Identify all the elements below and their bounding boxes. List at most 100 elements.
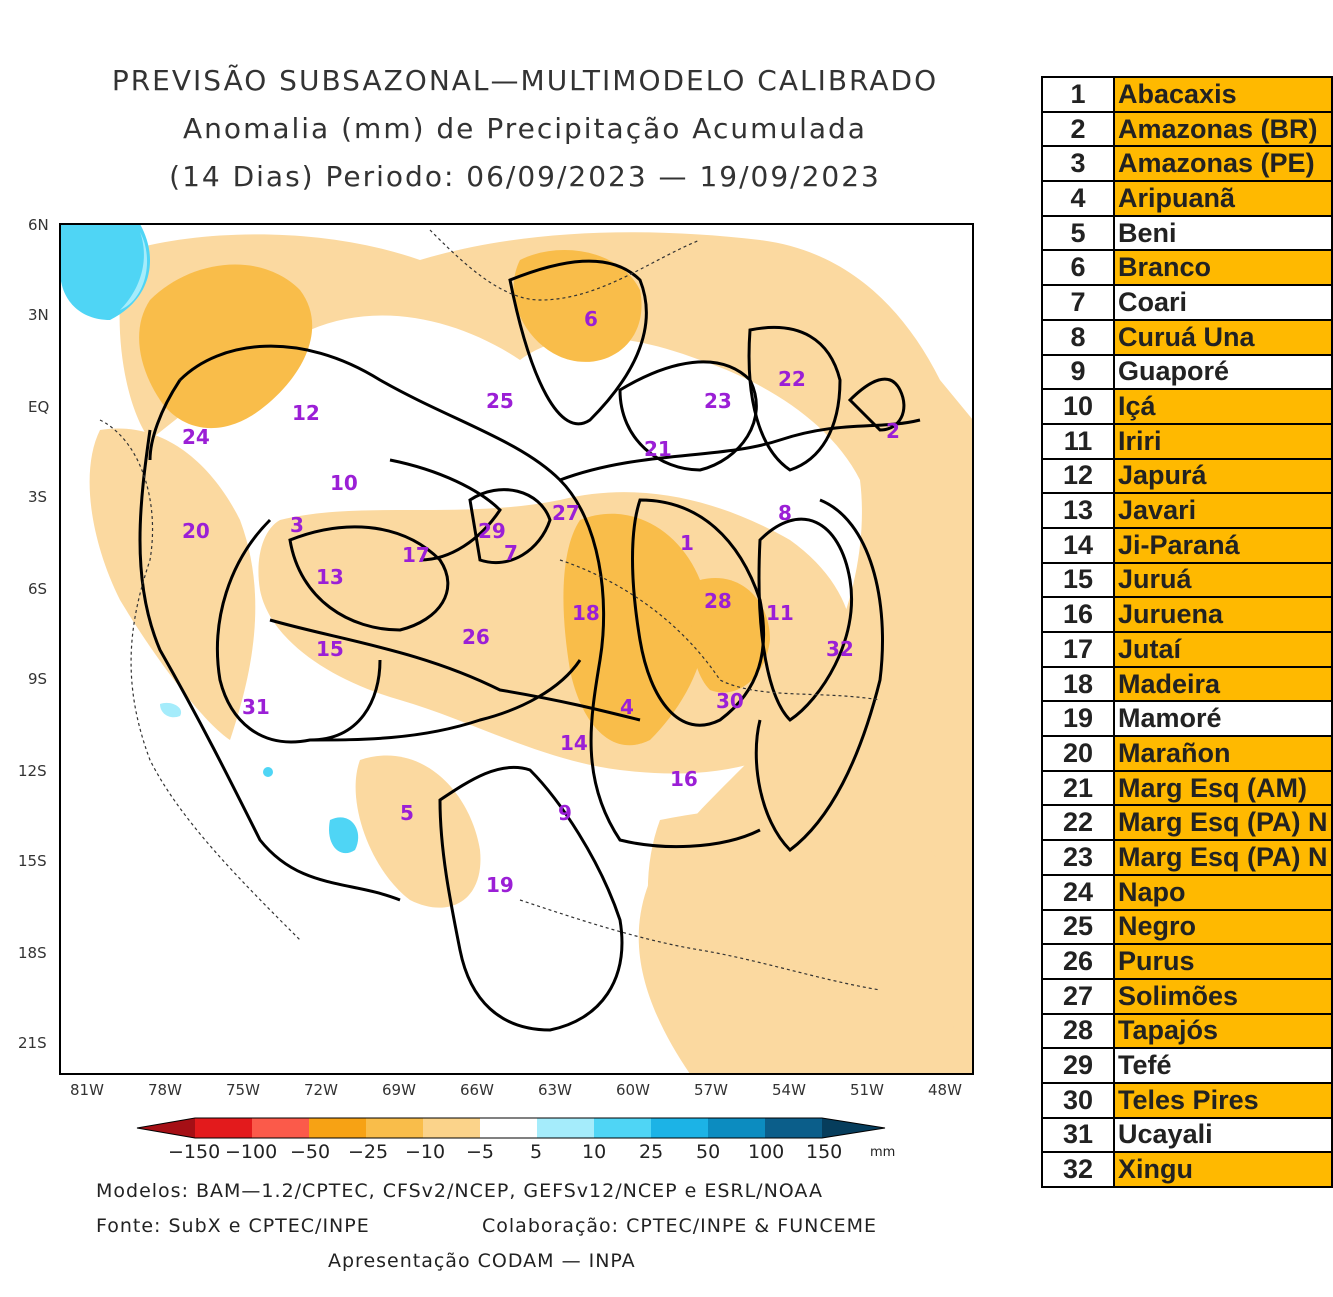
basin-number: 5 — [1041, 214, 1116, 252]
basin-name: Branco — [1113, 249, 1333, 287]
basin-number: 14 — [1041, 526, 1116, 564]
legend-label: −10 — [405, 1141, 445, 1163]
basin-marker-13: 13 — [316, 565, 344, 589]
basin-name: Içá — [1113, 388, 1333, 425]
basin-marker-6: 6 — [584, 307, 598, 331]
basin-row: 8 Curuá Una — [1041, 318, 1333, 356]
lat-label: 15S — [18, 852, 47, 870]
basin-name: Napo — [1113, 873, 1333, 911]
legend-label: 10 — [582, 1141, 606, 1163]
basin-marker-1: 1 — [680, 531, 694, 555]
basin-row: 16 Juruena — [1041, 596, 1333, 633]
basin-name: Marg Esq (AM) — [1113, 769, 1333, 807]
basin-marker-12: 12 — [292, 401, 320, 425]
basin-marker-25: 25 — [486, 389, 514, 413]
basin-marker-23: 23 — [704, 389, 732, 413]
basin-row: 24 Napo — [1041, 873, 1333, 911]
basin-name: Ji-Paraná — [1113, 526, 1333, 564]
lon-label: 78W — [148, 1081, 182, 1099]
basin-row: 2 Amazonas (BR) — [1041, 110, 1333, 148]
basin-row: 11 Iriri — [1041, 422, 1333, 460]
lat-label: EQ — [28, 398, 49, 416]
basin-row: 22 Marg Esq (PA) N — [1041, 804, 1333, 842]
lon-label: 72W — [304, 1081, 338, 1099]
basin-row: 29 Tefé — [1041, 1047, 1333, 1084]
basin-table: 1 Abacaxis 2 Amazonas (BR) 3 Amazonas (PE) 4 Ar… — [1041, 76, 1333, 1188]
basin-row: 12 Japurá — [1041, 457, 1333, 495]
legend-label: −25 — [348, 1141, 388, 1163]
basin-row: 25 Negro — [1041, 908, 1333, 946]
basin-number: 27 — [1041, 977, 1116, 1015]
basin-marker-29: 29 — [478, 519, 506, 543]
basin-number: 24 — [1041, 873, 1116, 911]
basin-number: 32 — [1041, 1151, 1116, 1188]
basin-name: Ucayali — [1113, 1116, 1333, 1154]
basin-row: 19 Mamoré — [1041, 700, 1333, 738]
map-title-line3: (14 Dias) Periodo: 06/09/2023 — 19/09/20… — [169, 160, 881, 193]
basin-row: 20 Marañon — [1041, 735, 1333, 772]
basin-number: 21 — [1041, 769, 1116, 807]
basin-number: 10 — [1041, 388, 1116, 425]
basin-name: Iriri — [1113, 422, 1333, 460]
basin-number: 11 — [1041, 422, 1116, 460]
lat-label: 6S — [28, 580, 47, 598]
basin-name: Curuá Una — [1113, 318, 1333, 356]
basin-number: 20 — [1041, 735, 1116, 772]
basin-row: 5 Beni — [1041, 214, 1333, 252]
footer-models: Modelos: BAM—1.2/CPTEC, CFSv2/NCEP, GEFS… — [96, 1180, 823, 1202]
basin-name: Mamoré — [1113, 700, 1333, 738]
basin-marker-24: 24 — [182, 425, 210, 449]
legend-label: 50 — [696, 1141, 720, 1163]
basin-marker-21: 21 — [644, 437, 672, 461]
basin-row: 17 Jutaí — [1041, 631, 1333, 668]
basin-number: 6 — [1041, 249, 1116, 287]
lat-label: 3N — [28, 306, 49, 324]
lat-label: 6N — [28, 216, 49, 234]
basin-name: Jutaí — [1113, 631, 1333, 668]
basin-name: Abacaxis — [1113, 76, 1333, 113]
lat-label: 9S — [28, 670, 47, 688]
basin-number: 23 — [1041, 839, 1116, 876]
lon-label: 60W — [616, 1081, 650, 1099]
basin-name: Beni — [1113, 214, 1333, 252]
basin-name: Japurá — [1113, 457, 1333, 495]
legend-label: 100 — [748, 1141, 784, 1163]
footer-presentation: Apresentação CODAM — INPA — [328, 1250, 636, 1272]
basin-name: Aripuanã — [1113, 180, 1333, 217]
lon-label: 54W — [772, 1081, 806, 1099]
basin-marker-26: 26 — [462, 625, 490, 649]
basin-marker-14: 14 — [560, 731, 588, 755]
basin-row: 13 Javari — [1041, 492, 1333, 529]
country-borders — [99, 229, 881, 991]
basin-number: 13 — [1041, 492, 1116, 529]
basin-marker-11: 11 — [766, 601, 794, 625]
basin-marker-30: 30 — [716, 689, 744, 713]
basin-row: 28 Tapajós — [1041, 1012, 1333, 1050]
legend-label: 25 — [639, 1141, 663, 1163]
basin-row: 23 Marg Esq (PA) N — [1041, 839, 1333, 876]
basin-name: Marg Esq (PA) N — [1113, 839, 1333, 876]
basin-marker-19: 19 — [486, 873, 514, 897]
basin-number: 25 — [1041, 908, 1116, 946]
basin-row: 6 Branco — [1041, 249, 1333, 287]
basin-number: 1 — [1041, 76, 1116, 113]
basin-name: Tefé — [1113, 1047, 1333, 1084]
legend-label: −5 — [466, 1141, 494, 1163]
basin-marker-32: 32 — [826, 637, 854, 661]
basin-number: 3 — [1041, 145, 1116, 183]
basin-marker-2: 2 — [886, 419, 900, 443]
basin-name: Marañon — [1113, 735, 1333, 772]
basin-table-wrapper: 1 Abacaxis 2 Amazonas (BR) 3 Amazonas (PE) 4 Ar… — [1041, 76, 1333, 1251]
basin-name: Juruena — [1113, 596, 1333, 633]
basin-row: 31 Ucayali — [1041, 1116, 1333, 1154]
basin-row: 30 Teles Pires — [1041, 1081, 1333, 1119]
legend-label: −150 — [168, 1141, 220, 1163]
map-frame — [59, 223, 974, 1075]
lat-label: 18S — [18, 944, 47, 962]
basin-row: 10 Içá — [1041, 388, 1333, 425]
lon-label: 57W — [694, 1081, 728, 1099]
basin-row: 27 Solimões — [1041, 977, 1333, 1015]
basin-number: 17 — [1041, 631, 1116, 668]
basin-row: 32 Xingu — [1041, 1151, 1333, 1188]
basin-marker-17: 17 — [402, 543, 430, 567]
